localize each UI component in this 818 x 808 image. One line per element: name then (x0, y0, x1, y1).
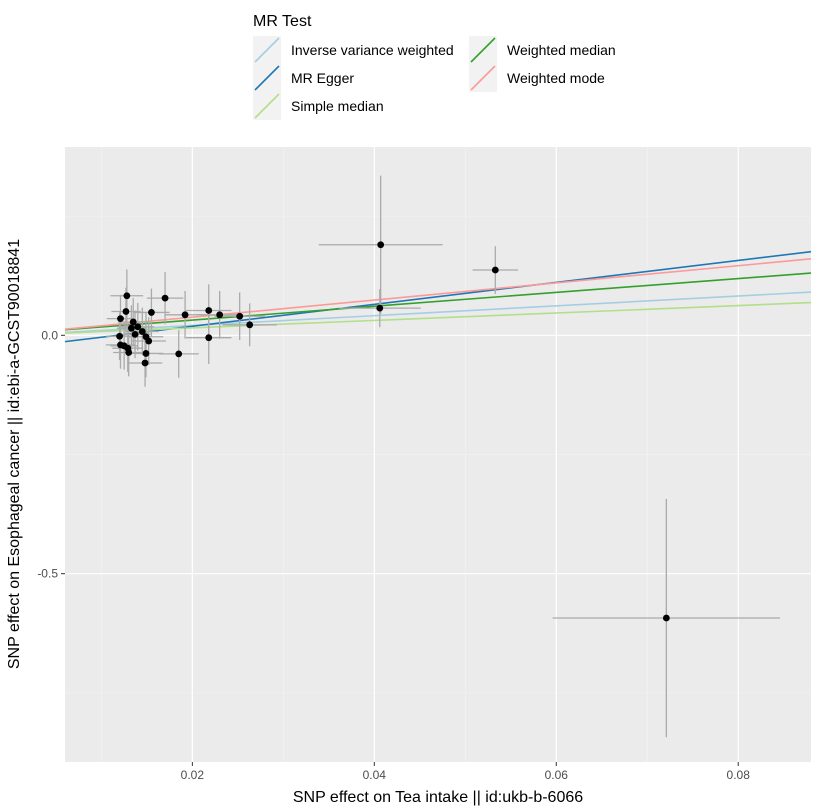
x-axis-title: SNP effect on Tea intake || id:ukb-b-606… (293, 789, 583, 806)
data-point (145, 337, 153, 345)
data-point (125, 349, 133, 356)
legend-label: Weighted mode (507, 70, 605, 86)
legend-key-line (470, 37, 496, 63)
x-axis: 0.02 0.04 0.06 0.08 (181, 762, 751, 782)
y-tick-label: 0.0 (41, 328, 58, 342)
data-point (181, 311, 189, 319)
data-point (131, 330, 139, 338)
x-tick-label: 0.08 (727, 768, 751, 782)
data-point (205, 307, 213, 314)
regression-line (64, 272, 812, 331)
regression-lines (64, 250, 812, 343)
data-point (376, 304, 384, 312)
data-point (116, 332, 123, 340)
data-points (116, 241, 670, 622)
legend-key-line (254, 65, 280, 91)
data-point (246, 321, 254, 329)
data-point (205, 334, 213, 342)
x-tick-label: 0.02 (181, 768, 205, 782)
data-point (236, 312, 244, 320)
x-tick-label: 0.06 (545, 768, 569, 782)
data-point (377, 241, 385, 249)
regression-line (64, 258, 812, 331)
data-point (161, 294, 169, 302)
legend-key-line (254, 93, 280, 119)
data-point (216, 311, 224, 319)
data-point (117, 341, 124, 349)
legend-label: MR Egger (291, 70, 354, 86)
legend-label: Inverse variance weighted (291, 42, 454, 58)
y-tick-label: -0.5 (37, 567, 58, 581)
data-point (122, 308, 130, 315)
y-axis: 0.0 -0.5 (37, 328, 65, 581)
regression-line (64, 291, 812, 334)
data-point (117, 315, 124, 323)
legend-title: MR Test (253, 13, 312, 30)
data-point (138, 328, 146, 335)
data-point (134, 323, 142, 331)
data-point (491, 266, 499, 274)
legend-key-line (254, 37, 280, 63)
regression-line (64, 250, 812, 343)
regression-line (64, 301, 812, 334)
y-axis-title: SNP effect on Esophageal cancer || id:eb… (6, 239, 23, 669)
data-point (123, 292, 131, 300)
legend-key-line (470, 65, 496, 91)
data-point (129, 318, 137, 326)
data-point (662, 614, 670, 622)
x-tick-label: 0.04 (363, 768, 387, 782)
data-point (128, 324, 135, 332)
data-point (148, 309, 155, 316)
data-point (175, 350, 183, 358)
legend: MR Test Inverse variance weighted MR Egge… (253, 13, 616, 120)
grid-major (65, 147, 811, 762)
legend-label: Simple median (291, 98, 384, 114)
data-point (142, 350, 150, 357)
grid-minor (65, 147, 811, 762)
legend-label: Weighted median (507, 42, 616, 58)
data-point (141, 359, 149, 367)
